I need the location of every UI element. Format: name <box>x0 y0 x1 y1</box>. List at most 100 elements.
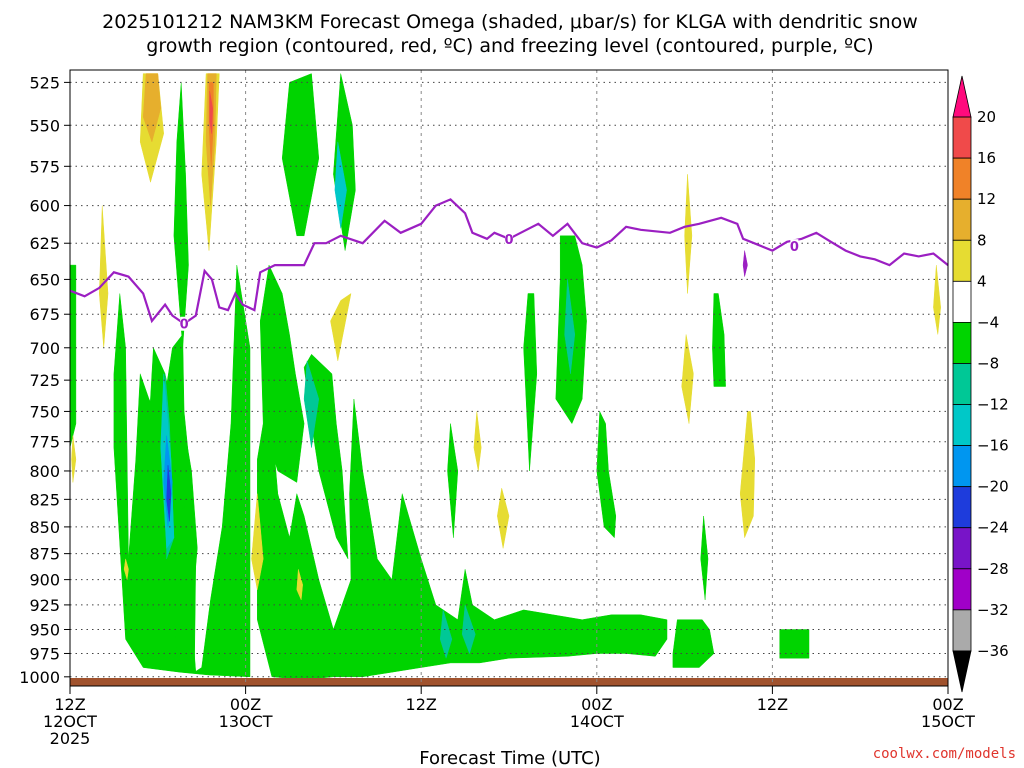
omega-region-yellow-4 <box>330 293 352 362</box>
omega-region-seagreen-1 <box>439 609 453 659</box>
colorbar-label: 12 <box>977 190 996 208</box>
y-tick-label: 1000 <box>19 668 60 687</box>
x-tick-label: 14OCT <box>570 712 624 731</box>
omega-region-seagreen-0 <box>303 360 320 448</box>
colorbar-label: 4 <box>977 272 987 290</box>
colorbar-swatch <box>952 486 972 529</box>
y-tick-label: 975 <box>29 644 60 663</box>
freezing-level-labels: 0 0 0 <box>180 231 799 333</box>
colorbar-swatch <box>952 609 972 652</box>
colorbar-label: −28 <box>977 560 1009 578</box>
omega-region-green-17 <box>70 264 77 448</box>
x-tick-label: 00Z <box>230 695 261 714</box>
colorbar-label: −32 <box>977 601 1009 619</box>
omega-region-yellow-11 <box>251 493 264 591</box>
y-tick-label: 900 <box>29 571 60 590</box>
omega-region-yellow-12 <box>123 558 129 580</box>
freezing-level-label: 0 <box>504 233 513 248</box>
x-tick-label: 12Z <box>406 695 437 714</box>
y-tick-label: 650 <box>29 270 60 289</box>
x-axis-label: Forecast Time (UTC) <box>419 748 600 768</box>
x-tick-label: 12Z <box>757 695 788 714</box>
y-tick-label: 700 <box>29 339 60 358</box>
omega-region-green-9 <box>672 619 715 668</box>
x-tick-label: 00Z <box>932 695 963 714</box>
omega-region-green-12 <box>523 293 538 472</box>
colorbar-swatch <box>952 650 972 693</box>
colorbar-swatch <box>952 75 972 118</box>
colorbar-swatch <box>952 239 972 282</box>
y-tick-label: 850 <box>29 518 60 537</box>
colorbar-swatch <box>952 280 972 323</box>
y-tick-label: 925 <box>29 596 60 615</box>
omega-region-green-3 <box>173 82 189 349</box>
omega-region-yellow-5 <box>497 487 510 549</box>
y-tick-label: 825 <box>29 490 60 509</box>
colorbar-label: −24 <box>977 519 1009 537</box>
omega-region-red-0 <box>209 90 213 134</box>
x-tick-label: 15OCT <box>921 712 975 731</box>
omega-region-yellow-8 <box>681 334 694 424</box>
colorbar-swatch <box>952 404 972 446</box>
colorbar-label: −12 <box>977 396 1009 414</box>
colorbar-swatch <box>952 198 972 241</box>
plot-area: 0 0 0 <box>69 69 949 687</box>
omega-region-purple-dot-0 <box>742 250 748 277</box>
y-tick-label: 775 <box>29 433 60 452</box>
y-tick-label: 550 <box>29 116 60 135</box>
omega-region-navy-0 <box>166 464 172 522</box>
colorbar-swatch <box>952 527 972 570</box>
colorbar-swatch <box>952 568 972 611</box>
x-tick-label: 2025 <box>50 729 91 748</box>
y-tick-label: 725 <box>29 371 60 390</box>
plot-frame <box>69 69 949 687</box>
freezing-level-label: 0 <box>790 240 799 255</box>
y-tick-label: 675 <box>29 305 60 324</box>
colorbar-label: −20 <box>977 478 1009 496</box>
colorbar-swatch <box>952 157 972 200</box>
plot-background <box>70 70 948 686</box>
y-tick-label: 525 <box>29 73 60 92</box>
omega-region-yellow-10 <box>933 264 941 335</box>
colorbar-label: −16 <box>977 437 1009 455</box>
colorbar-label: −36 <box>977 642 1009 660</box>
chart-title-line2: growth region (contoured, red, ºC) and f… <box>146 35 873 57</box>
colorbar-label: 8 <box>977 231 987 249</box>
omega-region-green-8 <box>257 398 668 680</box>
x-tick-label: 00Z <box>581 695 612 714</box>
y-tick-label: 950 <box>29 621 60 640</box>
ground-band <box>70 678 948 686</box>
omega-region-green-4 <box>281 73 320 237</box>
y-tick-label: 575 <box>29 157 60 176</box>
y-tick-label: 800 <box>29 462 60 481</box>
colorbar-swatch <box>952 321 972 364</box>
y-axis: 525 550 575 600 625 650 675 700 725 750 775 800 825 8… <box>19 73 70 687</box>
omega-region-yellow-9 <box>739 411 756 538</box>
omega-region-seagreen-3 <box>564 279 576 375</box>
x-tick-label: 13OCT <box>219 712 273 731</box>
y-tick-label: 750 <box>29 402 60 421</box>
y-tick-label: 600 <box>29 197 60 216</box>
colorbar-label: −4 <box>977 313 999 331</box>
omega-region-green-14 <box>712 293 726 387</box>
omega-region-green-15 <box>700 515 709 601</box>
credit-text: coolwx.com/models <box>873 746 1016 762</box>
colorbar: 20 16 12 8 4 −4 −8 −12 −16 −20 −24 −28 −32 −36 <box>952 75 1009 693</box>
freezing-level-label: 0 <box>180 318 189 333</box>
omega-region-seagreen-2 <box>461 604 476 654</box>
omega-region-cyan-1 <box>334 141 347 229</box>
colorbar-label: −8 <box>977 354 999 372</box>
omega-region-green-16 <box>447 423 459 538</box>
colorbar-swatch <box>952 116 972 159</box>
grid <box>69 70 949 686</box>
colorbar-label: 20 <box>977 108 996 126</box>
omega-shading <box>70 73 941 680</box>
y-tick-label: 625 <box>29 234 60 253</box>
x-tick-label: 12Z <box>54 695 85 714</box>
omega-region-yellow-3 <box>71 435 77 483</box>
colorbar-label: 16 <box>977 149 996 167</box>
x-tick-label: 12OCT <box>43 712 97 731</box>
y-tick-label: 875 <box>29 545 60 564</box>
